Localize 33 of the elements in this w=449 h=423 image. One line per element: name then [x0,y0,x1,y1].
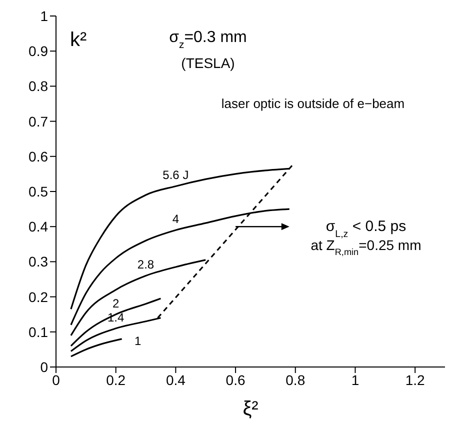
annotation: (TESLA) [181,55,235,71]
x-tick-label: 0.8 [286,372,306,388]
y-tick-label: 0.1 [28,324,48,340]
line-series [70,298,162,347]
y-tick-label: 0 [40,358,48,375]
y-tick-label: 1 [40,8,48,24]
x-tick-label: 0.4 [166,372,186,388]
y-tick-label: 0.6 [28,148,48,164]
x-tick-label: 1 [351,372,360,388]
series-label: 1 [134,334,142,348]
line-series [70,338,123,358]
series-label: 2.8 [137,258,154,272]
series-label: 4 [172,212,180,226]
annotation: laser optic is outside of e−beam [221,96,405,111]
annotation: σ$_{z}$=0.3 mm [169,29,247,50]
y-tick-label: 0.9 [28,43,48,60]
series-label: 5.6 J [162,168,189,182]
annotation: at Z$_{R,min}$=0.25 mm [310,237,422,257]
x-tick-label: 0.6 [226,372,246,388]
series-label: 1.4 [108,310,125,324]
x-tick-label: 0 [52,372,60,388]
x-tick-label: 1.2 [405,372,426,388]
x-axis-title: ξ² [242,398,259,420]
y-axis-title: k² [70,29,87,51]
x-tick-label: 0.2 [106,372,126,388]
y-tick-label: 0.3 [28,254,48,270]
series-label: 2 [112,296,120,310]
y-tick-label: 0.8 [28,78,48,94]
annotation: σ$_{L,z}$ < 0.5 ps [326,218,406,240]
y-tick-label: 0.4 [28,218,48,235]
y-tick-label: 0.2 [28,288,48,305]
y-tick-label: 0.5 [28,183,48,200]
y-tick-label: 0.7 [28,113,48,130]
